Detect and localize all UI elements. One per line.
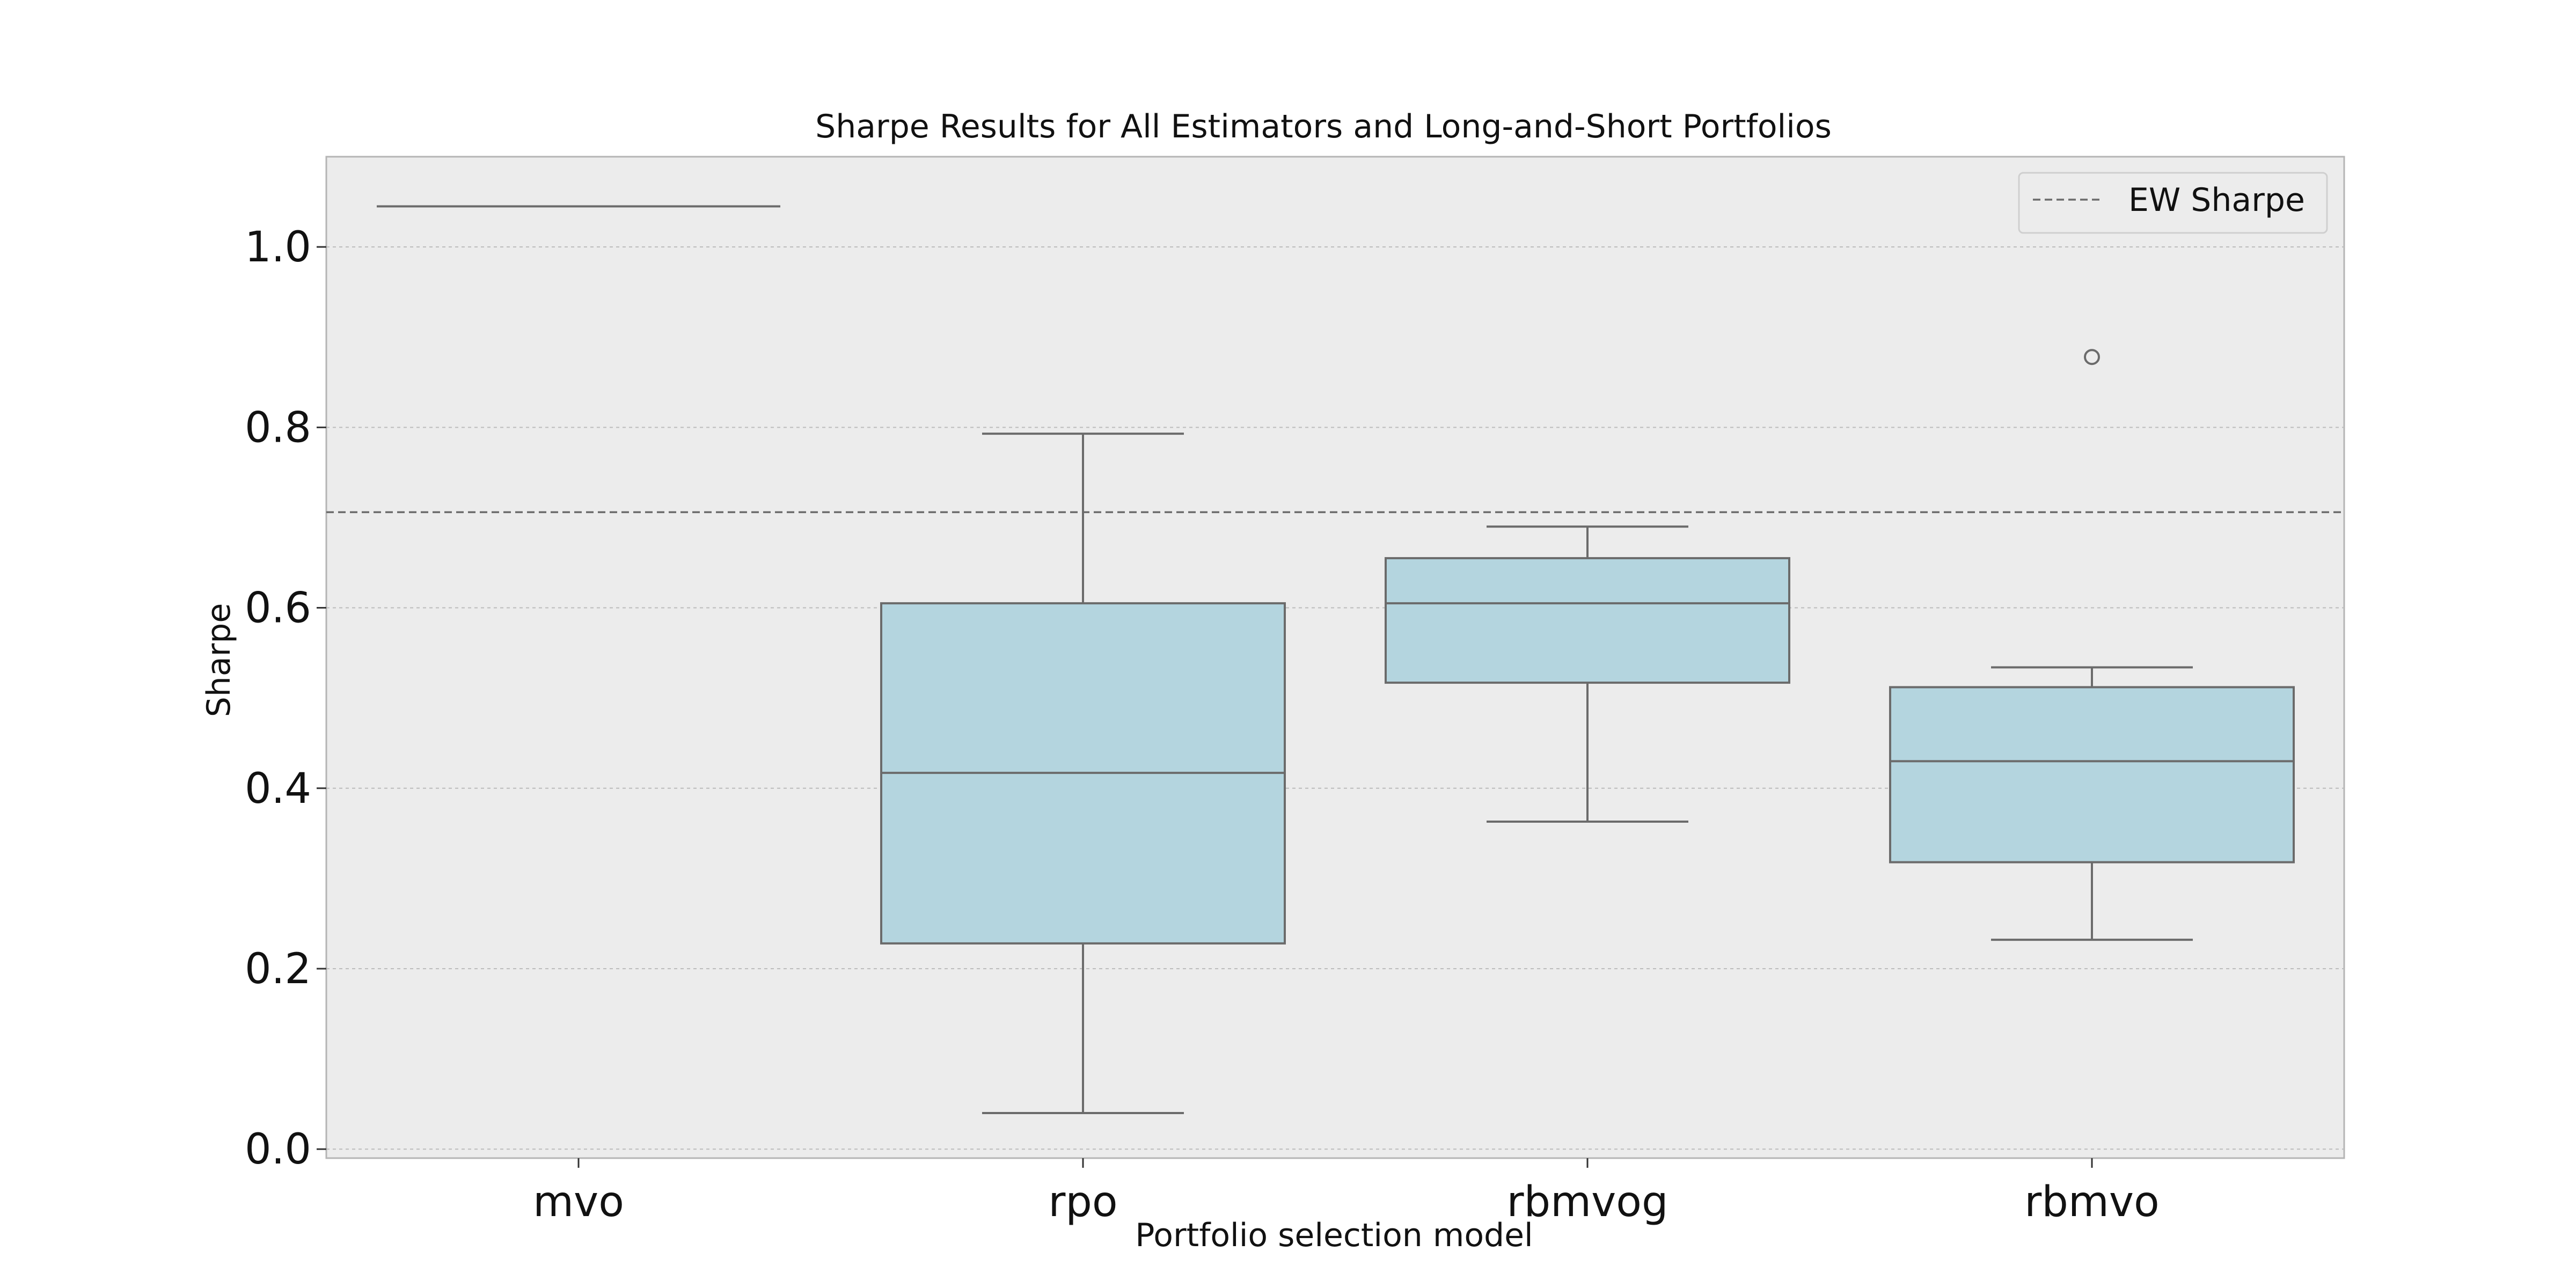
outlier-point bbox=[2084, 349, 2100, 365]
legend-frame bbox=[2018, 172, 2328, 234]
box-iqr bbox=[1385, 557, 1790, 684]
box-iqr bbox=[1889, 686, 2295, 863]
y-tick-label: 0.6 bbox=[245, 584, 311, 633]
box-rbmvo bbox=[1889, 349, 2295, 941]
y-tick-label: 1.0 bbox=[245, 223, 311, 272]
box-series bbox=[377, 205, 2295, 1114]
y-tick-label: 0.0 bbox=[245, 1125, 311, 1174]
y-axis-title: Sharpe bbox=[200, 603, 238, 718]
y-tick-label: 0.8 bbox=[245, 404, 311, 452]
x-axis-title: Portfolio selection model bbox=[1135, 1217, 1533, 1254]
chart-title: Sharpe Results for All Estimators and Lo… bbox=[815, 108, 1832, 145]
x-tick-label: rbmvo bbox=[2024, 1178, 2159, 1226]
legend-label-ew-sharpe: EW Sharpe bbox=[2128, 181, 2305, 219]
x-tick-label: rpo bbox=[1048, 1178, 1117, 1226]
box-rpo bbox=[880, 433, 1286, 1114]
y-axis-ticks: 0.0 0.2 0.4 0.6 0.8 1.0 bbox=[245, 223, 326, 1174]
plot-area bbox=[325, 156, 2345, 1159]
x-tick-label: mvo bbox=[533, 1178, 624, 1226]
y-tick-label: 0.2 bbox=[245, 945, 311, 993]
box-rbmvog bbox=[1385, 525, 1790, 823]
x-axis-ticks: mvo rpo rbmvog rbmvo bbox=[533, 1158, 2160, 1226]
y-tick-label: 0.4 bbox=[245, 765, 311, 813]
x-tick-label: rbmvog bbox=[1507, 1178, 1668, 1226]
legend: EW Sharpe bbox=[2018, 172, 2328, 234]
